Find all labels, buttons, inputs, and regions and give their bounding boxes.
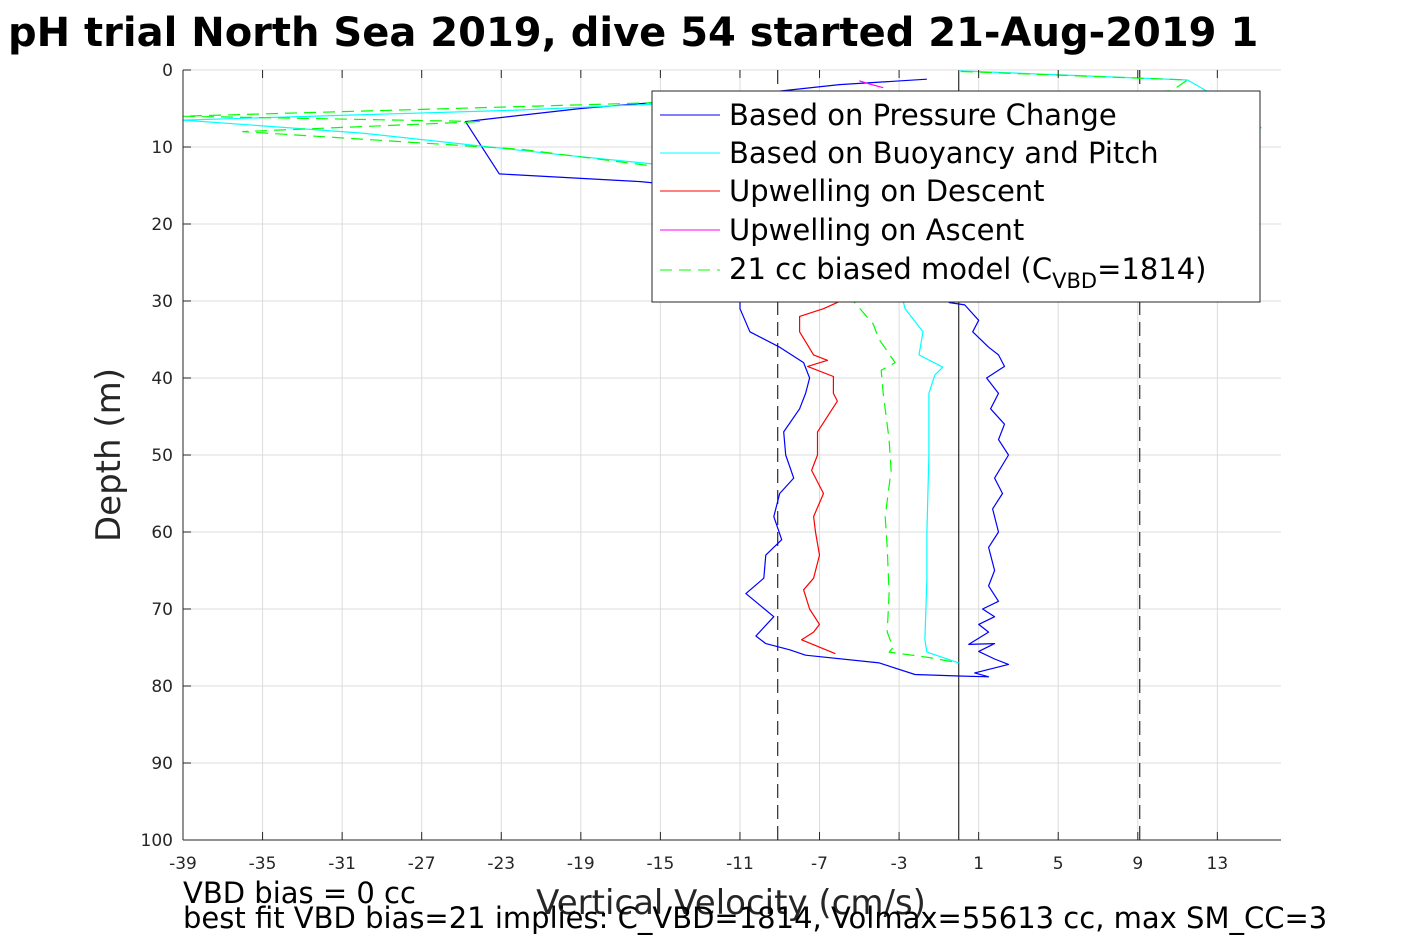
legend-label-upwelling-descent: Upwelling on Descent — [729, 174, 1045, 208]
x-tick-label: -35 — [249, 854, 277, 874]
x-tick-label: -27 — [408, 854, 436, 874]
x-tick-label: 9 — [1132, 854, 1143, 874]
chart-title: pH trial North Sea 2019, dive 54 started… — [8, 10, 1258, 56]
x-tick-label: -23 — [487, 854, 515, 874]
y-tick-label: 10 — [151, 138, 173, 158]
series-line-1 — [464, 78, 1010, 678]
legend: Based on Pressure Change Based on Buoyan… — [651, 90, 1261, 303]
legend-box — [651, 90, 1261, 303]
x-tick-label: -11 — [726, 854, 754, 874]
y-tick-label: 90 — [151, 754, 173, 774]
x-tick-labels: -39 -35 -31 -27 -23 -19 -15 -11 -7 -3 1 5 9 13 — [169, 854, 1228, 874]
x-tick-label: -39 — [169, 854, 197, 874]
x-axis-label: Vertical Velocity (cm/s) — [536, 883, 926, 923]
x-tick-label: -19 — [567, 854, 595, 874]
y-tick-label: 20 — [151, 215, 173, 235]
series-line-3 — [798, 297, 848, 655]
y-tick-label: 40 — [151, 369, 173, 389]
y-tick-label: 60 — [151, 523, 173, 543]
y-tick-label: 50 — [151, 446, 173, 466]
y-tick-label: 80 — [151, 677, 173, 697]
y-tick-label: 0 — [162, 61, 173, 81]
y-tick-label: 30 — [151, 292, 173, 312]
legend-label-upwelling-ascent: Upwelling on Ascent — [729, 213, 1024, 247]
x-tick-label: 1 — [973, 854, 984, 874]
legend-label-pressure: Based on Pressure Change — [729, 98, 1117, 132]
legend-label-biased-model-end: =1814) — [1097, 252, 1206, 286]
series-line-5 — [183, 70, 1189, 664]
x-tick-label: -7 — [811, 854, 828, 874]
y-tick-labels: 0 10 20 30 40 50 60 70 80 90 100 — [141, 61, 173, 851]
axes — [182, 69, 1281, 841]
x-tick-label: 13 — [1207, 854, 1229, 874]
x-tick-label: -15 — [647, 854, 675, 874]
y-tick-label: 70 — [151, 600, 173, 620]
legend-label-biased-model-main: 21 cc biased model (C — [729, 252, 1052, 286]
x-tick-label: -3 — [891, 854, 908, 874]
x-tick-label: -31 — [328, 854, 356, 874]
x-tick-label: 5 — [1053, 854, 1064, 874]
y-tick-label: 100 — [141, 831, 173, 851]
legend-label-biased-model-sub: VBD — [1052, 269, 1097, 293]
y-axis-label: Depth (m) — [89, 368, 129, 542]
legend-label-buoyancy: Based on Buoyancy and Pitch — [729, 136, 1159, 170]
legend-label-biased-model: 21 cc biased model (CVBD=1814) — [729, 252, 1207, 293]
series-line-4 — [859, 80, 884, 89]
footer-line-2: best fit VBD bias=21 implies: C_VBD=1814… — [183, 901, 1327, 935]
footer-line-1: VBD bias = 0 cc — [183, 876, 416, 910]
